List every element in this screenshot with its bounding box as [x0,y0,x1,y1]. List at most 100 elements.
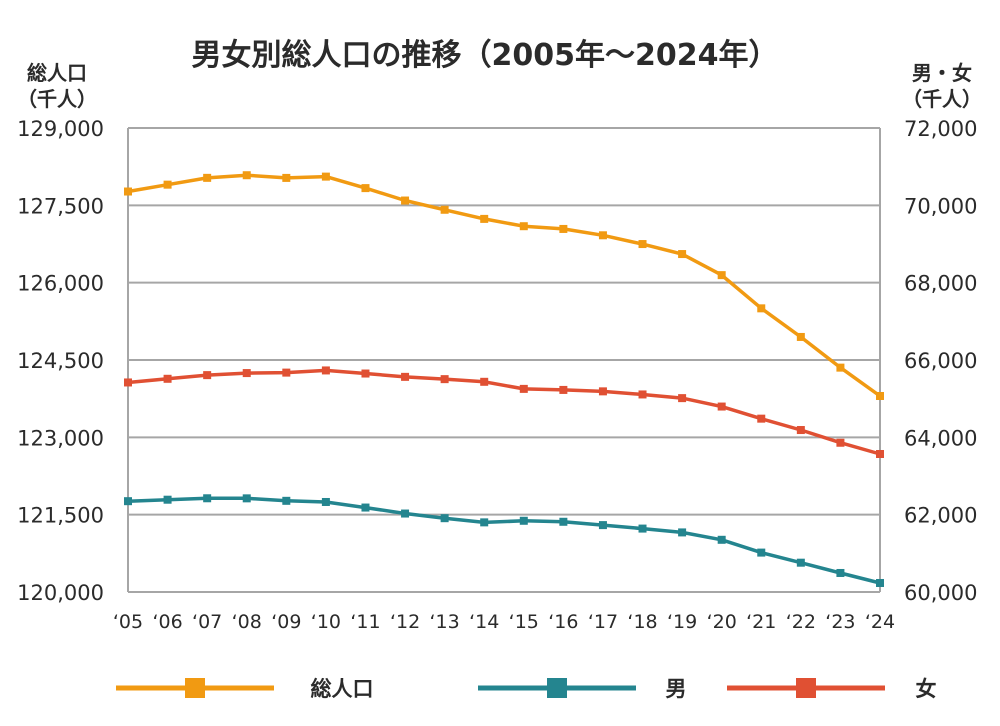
x-tick-label: ‘23 [825,611,855,633]
data-point [321,172,330,181]
x-tick-label: ‘18 [627,611,657,633]
data-point [203,494,212,503]
data-point [321,366,330,375]
x-axis-ticks: ‘05 ‘06 ‘07 ‘08 ‘09 ‘10 ‘11 ‘12 ‘13 ‘14 ‘15 ‘16 ‘17 ‘… [113,611,895,633]
data-point [163,495,172,504]
x-tick-label: ‘22 [786,611,816,633]
left-tick-label: 120,000 [17,581,104,605]
data-point [480,518,489,527]
data-point [559,517,568,526]
left-tick-label: 129,000 [17,117,104,141]
legend-marker [796,678,816,698]
data-point [796,558,805,567]
data-point [678,250,687,259]
data-point [163,180,172,189]
right-tick-label: 62,000 [904,504,977,528]
series-line [127,496,881,585]
data-point [717,535,726,544]
data-point [124,378,132,387]
data-point [519,516,528,525]
x-tick-label: ‘20 [707,611,737,633]
x-tick-label: ‘24 [865,611,895,633]
x-tick-label: ‘12 [390,611,420,633]
data-point [796,426,805,435]
x-tick-label: ‘21 [746,611,776,633]
x-tick-label: ‘06 [152,611,182,633]
x-tick-label: ‘15 [509,611,539,633]
data-point [203,371,212,380]
x-tick-label: ‘19 [667,611,697,633]
data-point [678,528,687,537]
data-point [876,449,884,458]
left-tick-label: 124,500 [17,349,104,373]
legend-marker [185,678,205,698]
data-point [638,240,647,249]
data-point [440,514,449,523]
data-point [519,222,528,231]
x-tick-label: ‘09 [271,611,301,633]
right-tick-label: 70,000 [904,194,977,218]
data-point [124,497,132,506]
left-axis-unit: （千人） [17,87,97,111]
x-tick-label: ‘11 [350,611,380,633]
series-line [127,173,882,398]
right-axis-unit: （千人） [902,87,982,111]
x-tick-label: ‘10 [311,611,341,633]
data-point [440,375,449,384]
data-point [163,374,172,383]
data-point [638,524,647,533]
series-layer [124,171,884,587]
data-point [836,568,845,577]
data-point [242,171,251,180]
x-tick-label: ‘13 [430,611,460,633]
data-point [203,173,212,182]
data-point [757,304,766,313]
data-point [678,394,687,403]
data-point [480,214,489,223]
x-tick-label: ‘07 [192,611,222,633]
data-point [876,578,884,587]
data-point [836,438,845,447]
x-tick-label: ‘16 [548,611,578,633]
data-point [757,548,766,557]
data-point [321,497,330,506]
x-tick-label: ‘08 [232,611,262,633]
data-point [638,390,647,399]
data-point [242,494,251,503]
data-point [124,187,132,196]
right-tick-label: 68,000 [904,272,977,296]
left-axis-title: 総人口 [27,61,87,85]
legend-marker [547,678,567,698]
data-point [598,387,607,396]
series-line [127,368,881,456]
right-tick-label: 64,000 [904,426,977,450]
right-tick-label: 72,000 [904,117,977,141]
data-point [282,496,291,505]
data-point [401,196,410,205]
x-tick-label: ‘05 [113,611,143,633]
x-tick-label: ‘14 [469,611,499,633]
data-point [401,372,410,381]
data-point [559,224,568,233]
data-point [598,231,607,240]
right-tick-label: 66,000 [904,349,977,373]
data-point [361,369,370,378]
data-point [757,414,766,423]
left-tick-label: 123,000 [17,426,104,450]
x-tick-label: ‘17 [588,611,618,633]
data-point [440,205,449,214]
data-point [836,363,845,372]
data-point [796,332,805,341]
data-point [361,184,370,193]
left-tick-label: 126,000 [17,272,104,296]
data-point [242,369,251,378]
legend-label: 女 [916,677,937,701]
data-point [717,271,726,280]
data-point [876,391,884,400]
gridlines [127,127,881,593]
data-point [598,521,607,530]
left-tick-label: 121,500 [17,504,104,528]
data-point [401,509,410,518]
legend-label: 男 [666,677,687,701]
